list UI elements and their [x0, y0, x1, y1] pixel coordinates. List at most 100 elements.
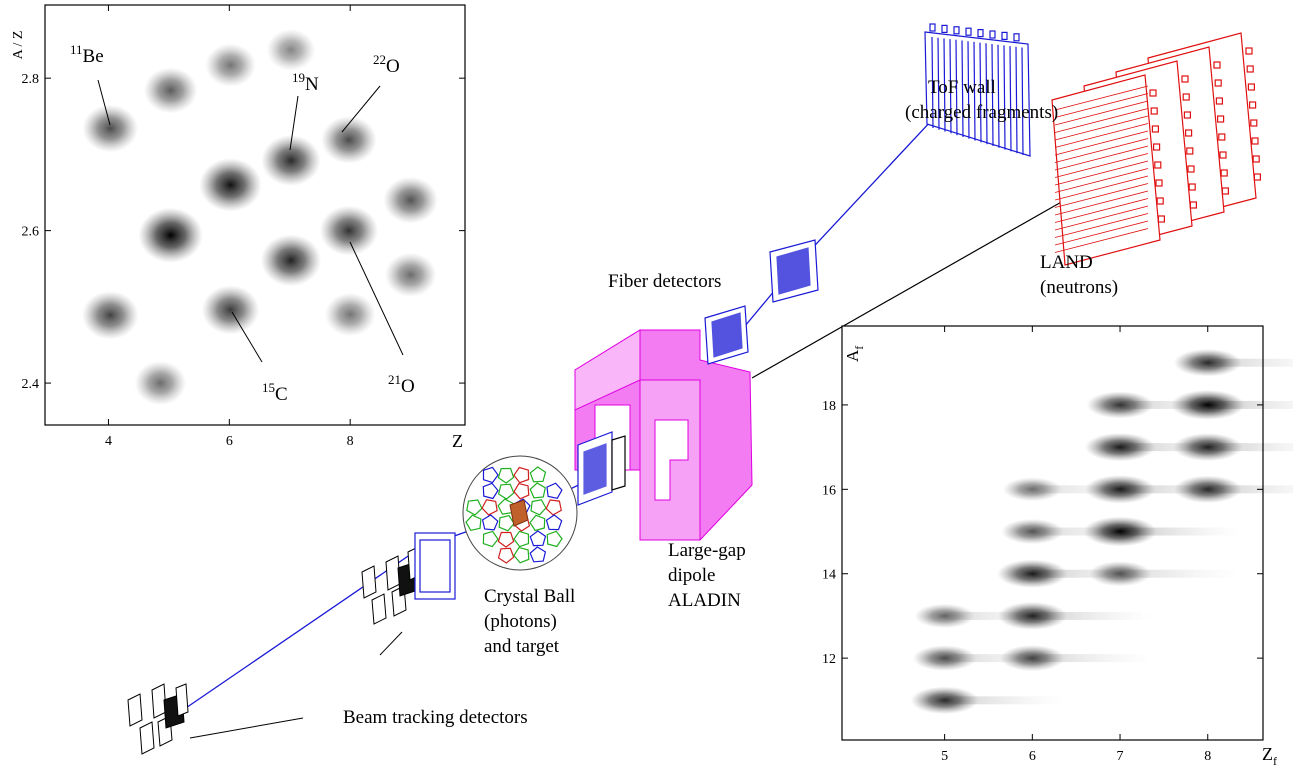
- setup-label: Large-gap: [668, 540, 746, 561]
- cluster-core: [138, 208, 202, 263]
- cluster: [325, 293, 376, 336]
- cluster-core: [915, 604, 975, 628]
- land-pmt: [1183, 94, 1189, 100]
- y-axis-label-sub: f: [852, 346, 866, 350]
- land-pmt: [1220, 152, 1226, 158]
- element: O: [386, 56, 400, 77]
- setup-label: dipole: [668, 565, 716, 586]
- x-axis-label: Zf: [1262, 744, 1277, 768]
- land-pmt: [1184, 112, 1190, 118]
- land-pmt: [1190, 202, 1196, 208]
- nuclide-label: 15C: [262, 380, 288, 405]
- cluster-core: [82, 105, 138, 153]
- cluster: [138, 208, 202, 263]
- tof-pmt: [930, 24, 935, 31]
- mass-number: 22: [373, 52, 386, 67]
- tracking-detector: [128, 684, 303, 754]
- cluster-core: [1083, 517, 1157, 547]
- tof-pmt: [1014, 34, 1019, 41]
- cluster-core: [325, 293, 376, 336]
- land-pmt: [1152, 126, 1158, 132]
- land-pmt: [1248, 84, 1254, 90]
- land-pmt: [1186, 130, 1192, 136]
- left-plot: [82, 29, 438, 405]
- y-tick-label: 2.8: [22, 72, 40, 87]
- setup-label: (charged fragments): [905, 102, 1058, 123]
- setup-label: (neutrons): [1040, 277, 1118, 298]
- land-pmt: [1157, 198, 1163, 204]
- land-pmt: [1215, 80, 1221, 86]
- tof-pmt: [978, 30, 983, 37]
- land-detector: [1052, 33, 1260, 265]
- cluster: [320, 206, 379, 256]
- y-tick-label: 16: [822, 483, 836, 498]
- cluster-core: [997, 559, 1067, 588]
- cluster-core: [202, 285, 260, 334]
- cluster-core: [320, 206, 379, 256]
- x-tick-label: 6: [226, 434, 233, 449]
- land-pmt: [1189, 184, 1195, 190]
- land-pmt: [1252, 138, 1258, 144]
- land-pmt: [1251, 120, 1257, 126]
- tof-pmt: [954, 27, 959, 34]
- y-tick-label: 12: [822, 652, 836, 667]
- cluster: [1171, 390, 1293, 420]
- setup-label: (photons): [484, 611, 557, 632]
- land-pmt: [1156, 180, 1162, 186]
- land-pmt: [1222, 188, 1228, 194]
- cluster-core: [82, 291, 139, 339]
- y-axis-label-main: A: [843, 349, 862, 362]
- x-tick-label: 7: [1117, 749, 1124, 764]
- nuclide-label: 22O: [373, 52, 400, 77]
- page: ToF wall (charged fragments) Fiber detec…: [0, 0, 1293, 771]
- tof-pmt: [966, 28, 971, 35]
- setup-label: LAND: [1040, 252, 1093, 273]
- tof-pmt: [1002, 32, 1007, 39]
- cluster: [144, 67, 198, 113]
- y-axis-label: A / Z: [11, 31, 26, 60]
- cluster-core: [199, 158, 261, 212]
- cluster-core: [1085, 475, 1155, 504]
- x-tick-label: 4: [105, 434, 112, 449]
- cluster: [82, 291, 139, 339]
- x-axis-label: Z: [452, 431, 463, 451]
- land-pmt: [1219, 134, 1225, 140]
- setup-label: Crystal Ball: [484, 586, 575, 607]
- x-tick-label: 5: [941, 749, 948, 764]
- land-plane: [1052, 75, 1160, 265]
- land-pmt: [1247, 66, 1253, 72]
- x-tick-label: 6: [1029, 749, 1036, 764]
- tracking-detector: [362, 548, 418, 655]
- cluster-core: [1085, 433, 1155, 462]
- crystal-ball: [463, 456, 577, 570]
- annotation: 15C: [232, 312, 288, 405]
- cluster-core: [1173, 433, 1242, 461]
- land-pmt: [1221, 170, 1227, 176]
- setup-label: Fiber detectors: [608, 271, 721, 292]
- cluster-core: [998, 602, 1067, 630]
- land-pmt: [1216, 98, 1222, 104]
- land-pmt: [1250, 102, 1256, 108]
- y-tick-label: 18: [822, 399, 836, 414]
- cluster: [82, 105, 138, 153]
- cluster-core: [1087, 391, 1154, 418]
- cluster-core: [1001, 519, 1063, 544]
- x-axis-label-sub: f: [1273, 754, 1277, 768]
- cluster-core: [1171, 390, 1245, 420]
- dipole-magnet: [575, 330, 752, 540]
- nuclide-label: 11Be: [70, 42, 104, 67]
- cluster: [267, 29, 316, 71]
- nuclide-label: 21O: [388, 372, 415, 397]
- mass-number: 11: [70, 42, 83, 57]
- land-pmt: [1150, 90, 1156, 96]
- setup-label: ALADIN: [668, 590, 741, 611]
- cluster: [202, 285, 260, 334]
- cluster-core: [1174, 349, 1242, 377]
- cluster-core: [267, 29, 316, 71]
- fiber-detector: [705, 306, 748, 364]
- land-pmt: [1182, 76, 1188, 82]
- cluster: [385, 253, 437, 297]
- cluster: [205, 43, 256, 86]
- element: Be: [83, 46, 104, 67]
- cluster: [199, 158, 261, 212]
